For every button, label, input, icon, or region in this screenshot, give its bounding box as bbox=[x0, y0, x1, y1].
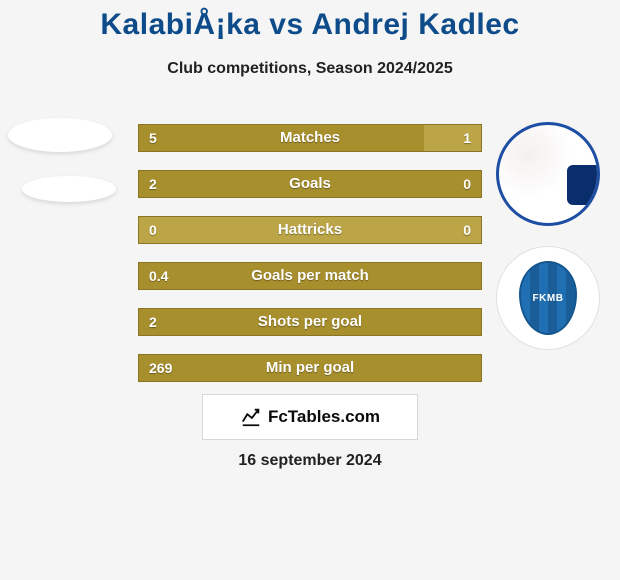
player2-avatars: FKMB bbox=[496, 122, 600, 370]
footer-date: 16 september 2024 bbox=[0, 452, 620, 470]
player1-photo-placeholder bbox=[8, 118, 112, 152]
stat-value-right: 0 bbox=[463, 171, 471, 197]
stat-label: Hattricks bbox=[139, 217, 481, 243]
stat-bars: 5Matches12Goals00Hattricks00.4Goals per … bbox=[138, 124, 482, 400]
player2-photo bbox=[496, 122, 600, 226]
brand-text: FcTables.com bbox=[268, 407, 380, 427]
stat-label: Goals per match bbox=[139, 263, 481, 289]
stat-value-right: 0 bbox=[463, 217, 471, 243]
page-title: KalabiÅ¡ka vs Andrej Kadlec bbox=[0, 0, 620, 42]
stat-label: Shots per goal bbox=[139, 309, 481, 335]
stat-row: 0Hattricks0 bbox=[138, 216, 482, 244]
stat-value-right: 1 bbox=[463, 125, 471, 151]
page-subtitle: Club competitions, Season 2024/2025 bbox=[0, 60, 620, 78]
stat-row: 5Matches1 bbox=[138, 124, 482, 152]
stat-label: Matches bbox=[139, 125, 481, 151]
stat-label: Goals bbox=[139, 171, 481, 197]
brand-icon bbox=[240, 406, 262, 428]
comparison-canvas: KalabiÅ¡ka vs Andrej Kadlec Club competi… bbox=[0, 0, 620, 580]
stat-row: 2Shots per goal bbox=[138, 308, 482, 336]
club-crest-text: FKMB bbox=[533, 293, 564, 304]
club-crest: FKMB bbox=[519, 261, 577, 335]
brand-box[interactable]: FcTables.com bbox=[202, 394, 418, 440]
stat-row: 2Goals0 bbox=[138, 170, 482, 198]
player2-club-logo: FKMB bbox=[496, 246, 600, 350]
stat-label: Min per goal bbox=[139, 355, 481, 381]
player1-club-placeholder bbox=[22, 176, 116, 202]
stat-row: 0.4Goals per match bbox=[138, 262, 482, 290]
stat-row: 269Min per goal bbox=[138, 354, 482, 382]
player1-avatars bbox=[8, 118, 118, 202]
